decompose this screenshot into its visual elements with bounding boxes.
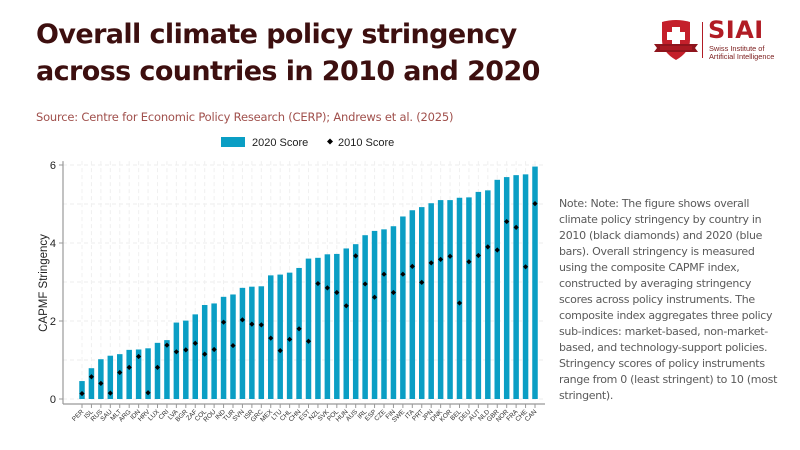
bar-2020-can (532, 166, 538, 399)
marker-2010-bgr (183, 347, 189, 353)
bar-2020-pol (334, 253, 340, 399)
marker-2010-bel (456, 300, 463, 306)
bar-2020-chl (286, 272, 293, 399)
bar-2020-aut (475, 191, 482, 399)
bar-2020-svk (324, 254, 331, 399)
marker-2010-pol (334, 289, 340, 296)
marker-2010-cri (164, 342, 170, 348)
marker-2010-tur (230, 342, 236, 349)
shield-icon (654, 20, 698, 60)
marker-2010-kor (447, 253, 453, 259)
bar-2020-fin (390, 226, 397, 399)
marker-2010-swe (400, 271, 406, 277)
marker-2010-gbr (494, 247, 500, 253)
marker-2010-est (305, 338, 312, 344)
bar-2020-kor (447, 200, 453, 399)
marker-2010-nld (485, 244, 491, 250)
bar-2020-deu (466, 197, 472, 399)
logo-wordmark: SIAI (708, 16, 764, 44)
bar-2020-ltu (277, 274, 283, 399)
y-tick-label: 6 (50, 160, 56, 172)
marker-2010-idn (136, 353, 142, 360)
marker-2010-lva (173, 349, 179, 355)
chart-note: Note: Note: The figure shows overall cli… (559, 197, 778, 402)
marker-2010-fra (513, 224, 519, 230)
bar-2020-sau (107, 355, 114, 399)
stringency-chart: 2020 Score 2010 Score CAPMF Stringency 0… (38, 137, 545, 424)
marker-2010-isr (249, 321, 255, 327)
bar-2020-prt (419, 207, 425, 399)
bar-2020-fra (513, 175, 519, 399)
bar-2020-esp (371, 230, 378, 399)
source-caption: Source: Centre for Economic Policy Resea… (36, 110, 454, 124)
gridlines (63, 161, 545, 400)
bar-2020-chn (296, 267, 302, 399)
bar-2020-nld (485, 190, 491, 399)
axes (62, 161, 545, 405)
marker-2010-nor (504, 218, 510, 225)
bar-2020-swe (400, 216, 406, 399)
bar-2020-bel (456, 197, 463, 399)
legend: 2020 Score 2010 Score (221, 137, 394, 149)
legend-label-2020: 2020 Score (252, 137, 308, 149)
bar-2020-arg (126, 349, 132, 399)
marker-2010-chn (296, 326, 302, 332)
bar-2020-irl (362, 235, 368, 399)
bar-2020-ita (409, 210, 416, 399)
bar-2020-zaf (192, 314, 198, 399)
bar-2020-isr (249, 286, 255, 399)
legend-swatch-2020 (221, 137, 245, 147)
x-ticks: PERISLRUSSAUMLTARGIDNHRVLUXCRILVABGRZAFC… (71, 404, 539, 424)
bar-2020-nzl (315, 257, 321, 399)
logo-subtitle-line2: Artificial Intelligence (709, 52, 775, 61)
bar-2020-ind (220, 296, 227, 399)
bar-2020-hrv (145, 348, 151, 399)
bar-2020-grc (258, 286, 265, 399)
bar-2020-svn (239, 287, 246, 399)
bar-2020-lux (154, 342, 161, 399)
bar-2020-rus (98, 359, 104, 399)
marker-2010-hrv (145, 390, 151, 396)
marker-2010-rus (98, 380, 104, 386)
marker-2010-deu (466, 259, 472, 265)
bar-2020-jpn (428, 203, 434, 399)
marker-2010-irl (362, 281, 368, 287)
marker-2010-dnk (438, 256, 444, 262)
y-ticks: 0 2 4 6 (50, 160, 63, 406)
y-tick-label: 2 (50, 316, 56, 328)
marker-2010-per (79, 390, 85, 397)
bar-2020-per (79, 381, 85, 399)
legend-marker-2010 (327, 138, 333, 145)
bar-2020-nor (503, 177, 510, 399)
bar-2020-cri (164, 340, 170, 399)
bar-2020-mlt (117, 354, 123, 399)
marker-2010-sau (107, 390, 113, 396)
marker-2010-aus (353, 253, 359, 259)
chart-title: Overall climate policy stringency across… (36, 19, 540, 87)
marker-2010-cze (381, 271, 387, 277)
logo-divider (702, 22, 703, 58)
bar-2020-cze (381, 229, 387, 399)
legend-label-2010: 2010 Score (338, 137, 394, 149)
marker-2010-nzl (315, 280, 321, 287)
marker-2010-fin (390, 289, 397, 296)
bar-2020-hun (343, 248, 349, 399)
siai-logo: SIAI Swiss Institute of Artificial Intel… (652, 16, 774, 62)
bar-2020-lva (173, 322, 180, 399)
y-axis-label: CAPMF Stringency (38, 234, 50, 332)
bar-2020-est (305, 258, 312, 399)
bar-2020-aus (352, 244, 359, 399)
bar-2020-isl (88, 368, 95, 399)
bar-2020-gbr (494, 179, 500, 399)
bar-2020-dnk (437, 200, 444, 399)
y-tick-label: 4 (50, 238, 56, 250)
bar-2020-idn (135, 349, 142, 399)
bar-2020-che (522, 174, 529, 399)
y-tick-label: 0 (50, 394, 56, 406)
logo-subtitle: Swiss Institute of Artificial Intelligen… (709, 45, 779, 61)
logo-subtitle-line1: Swiss Institute of (709, 44, 765, 53)
bar-2020-bgr (183, 320, 189, 399)
